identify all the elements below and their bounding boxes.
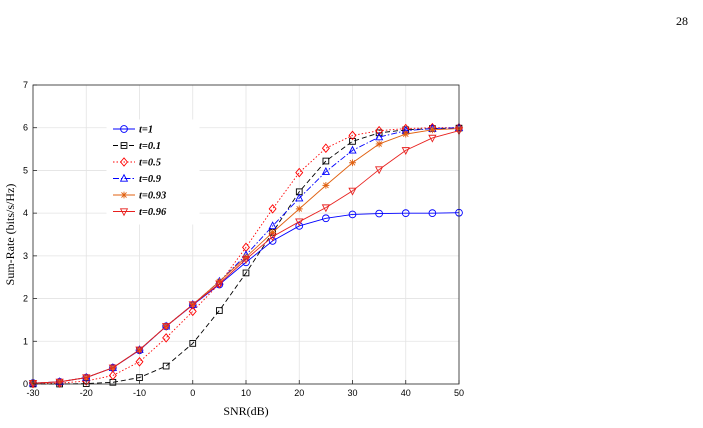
data-point bbox=[295, 222, 304, 230]
y-tick-label: 5 bbox=[23, 165, 28, 175]
legend-marker bbox=[119, 208, 129, 217]
legend-entry: t=0.9 bbox=[113, 173, 162, 185]
data-point bbox=[268, 221, 277, 230]
data-point bbox=[268, 237, 277, 245]
legend-marker bbox=[120, 125, 128, 133]
legend-label: t=0.96 bbox=[139, 207, 167, 218]
y-tick-label: 2 bbox=[23, 294, 28, 304]
data-point bbox=[375, 140, 383, 148]
legend-label: t=0.9 bbox=[139, 174, 162, 185]
page-number: 28 bbox=[676, 14, 688, 28]
data-point bbox=[428, 134, 437, 143]
x-tick-label: 30 bbox=[347, 388, 357, 398]
series-layer bbox=[28, 122, 464, 389]
data-point bbox=[295, 193, 304, 202]
data-point bbox=[428, 209, 437, 217]
legend-marker bbox=[119, 173, 129, 182]
legend-entry: t=0.96 bbox=[113, 207, 167, 218]
x-tick-label: 50 bbox=[454, 388, 464, 398]
y-tick-label: 1 bbox=[23, 336, 28, 346]
data-point bbox=[241, 256, 251, 264]
y-tick-label: 3 bbox=[23, 251, 28, 261]
data-point bbox=[82, 374, 91, 383]
legend-label: t=0.93 bbox=[139, 191, 166, 202]
data-point bbox=[348, 187, 357, 196]
data-point bbox=[321, 167, 331, 175]
y-tick-label: 0 bbox=[23, 379, 28, 389]
legend-entry: t=0.1 bbox=[113, 141, 161, 152]
legend: t=1 t=0.1 t=0.5 t=0.9 t=0.93 t=0.96 bbox=[106, 119, 200, 225]
legend-entry: t=1 bbox=[113, 125, 153, 136]
legend-entry: t=0.5 bbox=[113, 157, 161, 169]
data-point bbox=[402, 130, 410, 138]
data-point bbox=[322, 157, 330, 165]
data-point bbox=[295, 218, 304, 227]
series-5 bbox=[28, 127, 464, 388]
series-line bbox=[32, 130, 460, 384]
data-point bbox=[428, 126, 436, 134]
data-point bbox=[215, 280, 224, 289]
data-point bbox=[295, 167, 304, 178]
y-axis-label: Sum-Rate (bits/s/Hz) bbox=[3, 184, 17, 286]
y-tick-label: 4 bbox=[23, 208, 28, 218]
data-point bbox=[269, 228, 277, 236]
data-point bbox=[322, 214, 330, 223]
data-point bbox=[161, 323, 171, 332]
data-point bbox=[135, 357, 144, 367]
data-point bbox=[242, 269, 250, 277]
data-point bbox=[349, 138, 356, 145]
legend-box bbox=[106, 119, 200, 225]
data-point bbox=[162, 362, 170, 370]
x-tick-label: 10 bbox=[241, 388, 251, 398]
y-tick-label: 7 bbox=[23, 80, 28, 90]
data-point bbox=[401, 209, 410, 217]
data-point bbox=[321, 204, 331, 213]
data-point bbox=[322, 181, 330, 189]
data-point bbox=[216, 307, 223, 314]
data-point bbox=[321, 143, 330, 154]
data-point bbox=[215, 278, 223, 285]
legend-label: t=0.1 bbox=[139, 141, 161, 152]
x-tick-label: -30 bbox=[26, 388, 39, 398]
x-tick-label: 20 bbox=[294, 388, 304, 398]
data-point bbox=[375, 129, 383, 137]
data-point bbox=[375, 125, 384, 136]
data-point bbox=[295, 205, 303, 213]
legend-label: t=0.5 bbox=[139, 158, 161, 169]
data-point bbox=[188, 306, 197, 317]
series-line bbox=[33, 127, 460, 385]
y-tick-label: 6 bbox=[23, 123, 28, 133]
data-point bbox=[55, 378, 64, 387]
legend-entry: t=0.93 bbox=[113, 191, 166, 202]
data-point bbox=[268, 204, 277, 214]
data-point bbox=[401, 147, 410, 156]
data-point bbox=[348, 210, 357, 219]
legend-marker bbox=[120, 191, 128, 199]
data-point bbox=[188, 301, 197, 310]
data-point bbox=[348, 145, 357, 154]
legend-marker bbox=[120, 157, 128, 167]
x-tick-label: 40 bbox=[401, 388, 411, 398]
data-point bbox=[189, 340, 197, 347]
data-point bbox=[348, 130, 357, 141]
x-tick-label: -20 bbox=[80, 388, 93, 398]
data-point bbox=[242, 253, 250, 261]
data-point bbox=[162, 333, 171, 343]
tick-labels: -30 -20 -10 0 10 20 30 40 50 0 1 2 3 4 5 6 7 bbox=[23, 80, 464, 398]
data-point bbox=[108, 370, 117, 381]
data-point bbox=[374, 166, 384, 175]
x-tick-label: -10 bbox=[133, 388, 146, 398]
data-point bbox=[108, 364, 118, 373]
data-point bbox=[374, 132, 384, 141]
legend-label: t=1 bbox=[139, 125, 153, 136]
legend-marker bbox=[120, 142, 128, 149]
data-point bbox=[268, 233, 277, 242]
x-axis-label: SNR(dB) bbox=[223, 404, 268, 418]
series-line bbox=[32, 127, 459, 385]
data-point bbox=[349, 159, 356, 167]
x-tick-label: 0 bbox=[190, 388, 195, 398]
data-point bbox=[135, 346, 144, 355]
data-point bbox=[375, 209, 383, 218]
